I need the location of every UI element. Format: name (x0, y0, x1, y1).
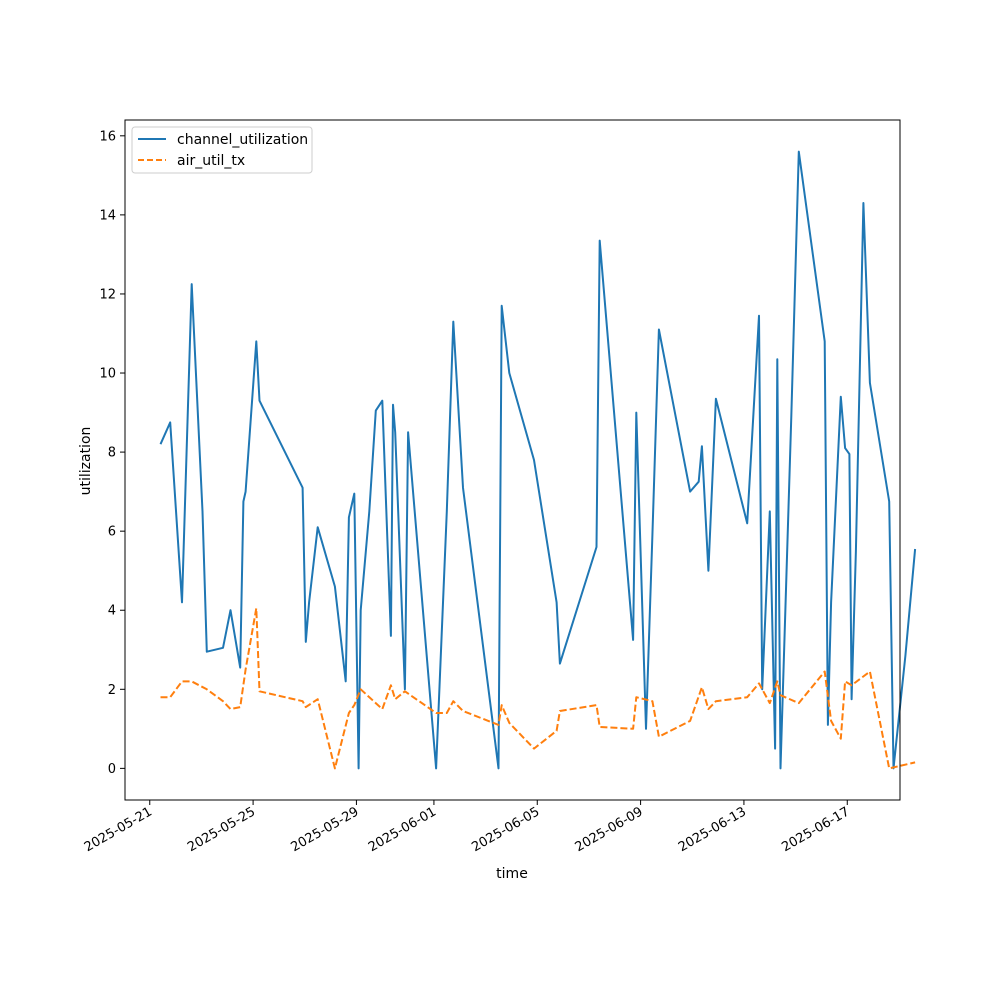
y-tick-label: 8 (108, 446, 116, 461)
y-tick-label: 12 (99, 287, 116, 302)
legend-label-air-util-tx: air_util_tx (177, 153, 245, 169)
y-axis-title: utilization (78, 427, 94, 496)
legend: channel_utilization air_util_tx (131, 126, 313, 174)
y-tick-label: 6 (108, 525, 116, 540)
y-tick-label: 4 (108, 604, 116, 619)
y-tick-label: 10 (99, 367, 116, 382)
series-line-air-util-tx (160, 607, 916, 770)
y-tick-label: 14 (99, 208, 116, 223)
legend-box (131, 126, 313, 174)
plot-frame (124, 119, 901, 801)
x-axis-title: time (496, 866, 528, 882)
series-line-channel-utilization (159, 150, 917, 770)
y-tick-label: 0 (108, 762, 116, 777)
series-layer (159, 150, 917, 770)
y-axis: 0 2 4 6 8 10 12 14 16 (99, 129, 125, 777)
y-tick-label: 16 (99, 129, 116, 144)
y-tick-label: 2 (108, 683, 116, 698)
legend-label-channel-utilization: channel_utilization (177, 132, 308, 148)
